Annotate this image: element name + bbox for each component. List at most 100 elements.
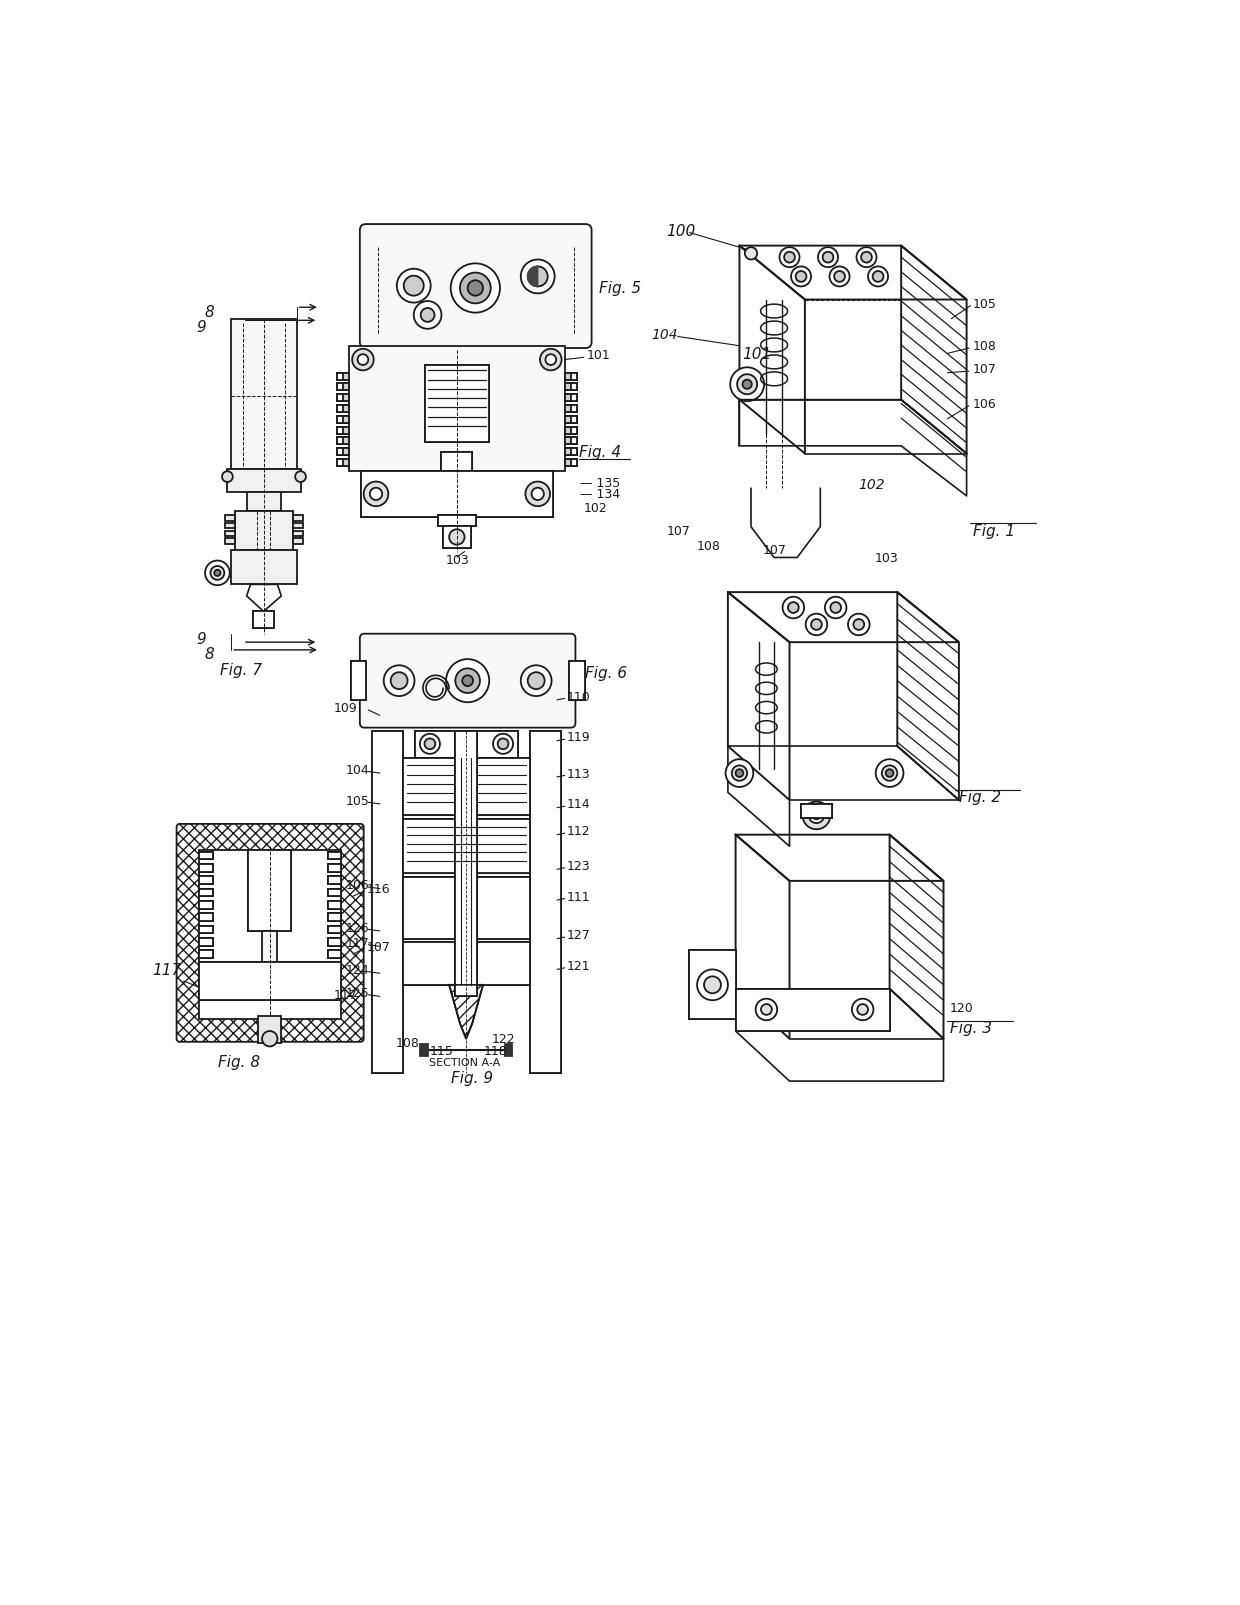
Text: 105: 105	[972, 297, 997, 311]
Circle shape	[737, 376, 758, 395]
Bar	[337, 395, 350, 401]
Circle shape	[848, 615, 869, 636]
Circle shape	[873, 271, 883, 282]
Bar	[327, 865, 341, 872]
Circle shape	[806, 615, 827, 636]
Bar	[441, 453, 472, 472]
Bar	[198, 852, 213, 860]
Bar	[801, 804, 832, 819]
Bar	[689, 950, 735, 1019]
Bar	[689, 950, 735, 1019]
Circle shape	[808, 809, 825, 823]
Text: 117: 117	[345, 936, 370, 950]
Text: Fig. 4: Fig. 4	[579, 445, 621, 459]
Circle shape	[211, 567, 224, 581]
Text: Fig. 7: Fig. 7	[219, 663, 262, 677]
Bar	[337, 417, 350, 424]
Bar	[361, 472, 553, 518]
Bar	[455, 732, 477, 997]
Circle shape	[745, 249, 758, 260]
Text: 8: 8	[205, 647, 215, 661]
Circle shape	[357, 355, 368, 366]
Bar	[564, 395, 577, 401]
Bar	[198, 865, 213, 872]
Bar	[564, 395, 577, 401]
Circle shape	[885, 770, 894, 777]
Bar	[198, 889, 213, 897]
Text: 107: 107	[666, 525, 691, 538]
Wedge shape	[528, 268, 538, 287]
Circle shape	[262, 1032, 278, 1046]
Bar	[226, 539, 236, 544]
FancyBboxPatch shape	[360, 225, 591, 348]
Bar	[293, 515, 303, 522]
Bar	[198, 889, 213, 897]
Bar	[564, 417, 570, 424]
Bar	[564, 449, 577, 456]
Bar	[293, 523, 303, 530]
Bar	[231, 319, 296, 470]
Circle shape	[404, 276, 424, 297]
Text: 102: 102	[859, 478, 885, 493]
Text: 9: 9	[197, 319, 206, 335]
Bar	[327, 902, 341, 908]
Circle shape	[730, 368, 764, 401]
Text: 127: 127	[567, 929, 590, 942]
Circle shape	[818, 249, 838, 268]
Bar	[198, 913, 213, 921]
Bar	[327, 913, 341, 921]
Text: 118: 118	[484, 1045, 507, 1058]
Text: 124: 124	[345, 963, 368, 976]
Text: 112: 112	[567, 825, 590, 838]
Bar	[337, 449, 350, 456]
Bar	[337, 427, 350, 435]
Bar	[564, 384, 570, 392]
Bar	[253, 612, 274, 629]
Circle shape	[370, 488, 382, 501]
Bar	[414, 732, 518, 758]
Circle shape	[497, 738, 508, 750]
Bar	[248, 851, 291, 931]
Bar	[337, 449, 350, 456]
Circle shape	[802, 802, 831, 830]
Text: 125: 125	[345, 987, 370, 1000]
Bar	[231, 551, 296, 586]
Bar	[198, 902, 213, 908]
Bar	[735, 989, 889, 1032]
Bar	[564, 384, 577, 392]
Text: 110: 110	[567, 690, 590, 703]
Circle shape	[424, 738, 435, 750]
Circle shape	[420, 735, 440, 754]
Bar	[569, 661, 585, 700]
Bar	[403, 942, 529, 985]
Text: 111: 111	[567, 891, 590, 904]
Bar	[424, 366, 490, 443]
Bar	[293, 539, 303, 544]
Text: 108: 108	[697, 541, 720, 554]
Bar	[337, 384, 350, 392]
Circle shape	[414, 302, 441, 329]
Circle shape	[755, 998, 777, 1021]
Bar	[293, 531, 303, 536]
Circle shape	[704, 977, 720, 993]
Circle shape	[725, 759, 754, 788]
Bar	[327, 889, 341, 897]
Bar	[327, 926, 341, 934]
Bar	[564, 438, 577, 445]
Bar	[343, 449, 350, 456]
Bar	[198, 913, 213, 921]
Text: 122: 122	[491, 1032, 515, 1045]
Bar	[564, 427, 577, 435]
Text: — 134: — 134	[580, 488, 620, 501]
Bar	[327, 950, 341, 958]
Circle shape	[853, 620, 864, 631]
Bar	[424, 366, 490, 443]
Circle shape	[383, 666, 414, 697]
Text: 114: 114	[567, 798, 590, 811]
Text: Fig. 2: Fig. 2	[959, 790, 1001, 804]
Bar	[564, 417, 577, 424]
Bar	[351, 661, 366, 700]
Circle shape	[822, 252, 833, 263]
Bar	[337, 406, 350, 412]
Bar	[564, 459, 577, 467]
